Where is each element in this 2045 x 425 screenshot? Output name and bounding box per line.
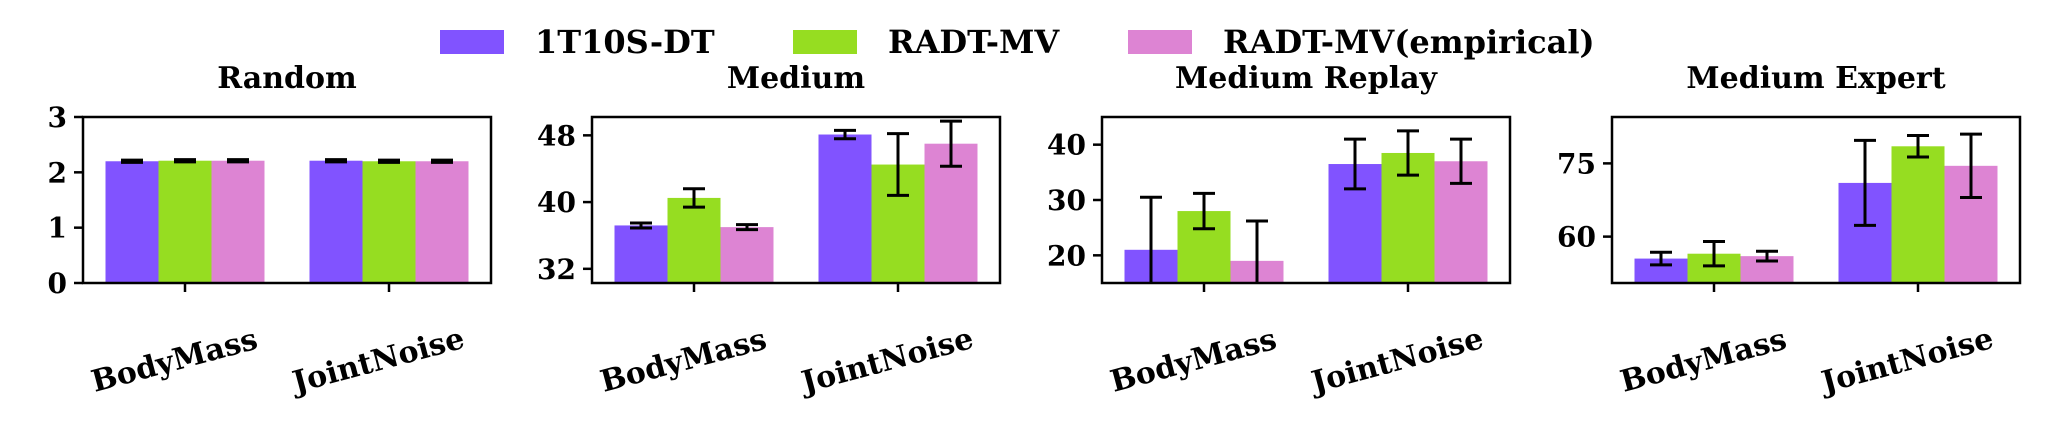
y-tick-label: 75	[1557, 147, 1596, 180]
error-bar	[121, 158, 143, 164]
error-bar	[1650, 250, 1672, 267]
chart-title: Medium	[727, 61, 865, 96]
error-bar	[1397, 129, 1419, 177]
x-tick-label: BodyMass	[597, 322, 770, 400]
bar	[105, 161, 159, 283]
plot-frame	[1610, 115, 2022, 285]
y-tick-label: 3	[48, 101, 67, 134]
error-bar	[325, 158, 347, 164]
error-bar	[174, 158, 196, 164]
chart-panel-medium-expert: Medium Expert 60 75 BodyMass JointNoise	[1557, 61, 2022, 401]
bar	[415, 161, 469, 283]
y-tick-label: 0	[48, 267, 67, 300]
error-bar	[431, 158, 453, 164]
error-bar	[378, 158, 400, 164]
error-bar	[1756, 249, 1778, 263]
y-tick-label: 2	[48, 156, 67, 189]
error-bar	[1907, 134, 1929, 159]
y-tick-label: 60	[1557, 221, 1596, 254]
x-tick-label: BodyMass	[1617, 322, 1790, 400]
chart-panel-random: Random 0 1 2 3 BodyMass JointNoise	[48, 61, 493, 401]
legend-swatch-radt-mv	[793, 30, 857, 54]
error-bar	[1854, 138, 1876, 227]
x-tick-label: JointNoise	[1815, 321, 1997, 401]
error-bar	[1193, 191, 1215, 231]
y-tick-label: 48	[537, 119, 576, 152]
error-bar	[1344, 137, 1366, 191]
bar	[720, 227, 774, 283]
legend-label: 1T10S-DT	[535, 23, 715, 61]
error-bar	[834, 128, 856, 141]
y-tick-label: 20	[1047, 239, 1086, 272]
legend: 1T10S-DT RADT-MV RADT-MV(empirical)	[440, 23, 1595, 61]
x-tick-label: JointNoise	[795, 321, 977, 401]
bar	[309, 160, 363, 283]
y-tick-label: 40	[1047, 129, 1086, 162]
bar	[211, 160, 265, 283]
legend-label: RADT-MV(empirical)	[1223, 23, 1595, 61]
chart-panel-medium: Medium 32 40 48 BodyMass JointNoise	[537, 61, 1002, 401]
error-bar	[1246, 219, 1268, 283]
x-tick-label: BodyMass	[1107, 322, 1280, 400]
error-bar	[1450, 137, 1472, 185]
bar	[818, 134, 872, 283]
chart-title: Medium Expert	[1686, 61, 1945, 96]
plot-frame	[81, 115, 493, 285]
error-bar	[1703, 240, 1725, 268]
x-tick-label: JointNoise	[286, 321, 468, 401]
error-bar	[227, 158, 249, 164]
legend-swatch-1t10s-dt	[440, 30, 504, 54]
bar	[614, 225, 668, 283]
chart-panel-medium-replay: Medium Replay 20 30 40 BodyMass JointNoise	[1047, 61, 1512, 401]
error-bar	[736, 223, 758, 232]
chart-panels: Random 0 1 2 3 BodyMass JointNoise Medium 32 40 48…	[48, 61, 2022, 401]
bar	[362, 161, 416, 283]
error-bar	[1960, 132, 1982, 200]
y-tick-label: 40	[537, 186, 576, 219]
legend-swatch-radt-mv-empirical-	[1128, 30, 1192, 54]
error-bar	[887, 132, 909, 197]
error-bar	[940, 119, 962, 168]
y-tick-label: 1	[48, 212, 67, 245]
y-tick-label: 30	[1047, 184, 1086, 217]
error-bar	[630, 221, 652, 230]
y-tick-label: 32	[537, 253, 576, 286]
chart-title: Medium Replay	[1175, 61, 1438, 96]
bar	[1891, 146, 1945, 283]
x-tick-label: JointNoise	[1305, 321, 1487, 401]
chart-title: Random	[217, 61, 357, 96]
bar	[667, 197, 721, 283]
error-bar	[683, 187, 705, 209]
bar	[158, 160, 212, 283]
error-bar	[1140, 195, 1162, 283]
x-tick-label: BodyMass	[88, 322, 261, 400]
legend-label: RADT-MV	[888, 23, 1060, 61]
plot-frame	[590, 115, 1002, 285]
